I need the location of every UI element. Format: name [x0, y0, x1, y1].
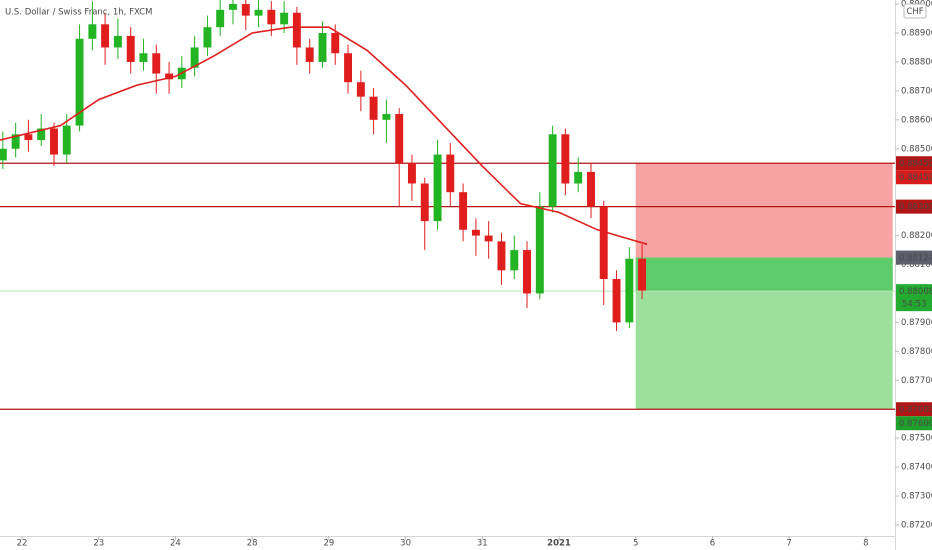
candle-body	[471, 229, 480, 236]
candle-body	[638, 258, 647, 291]
candle-body	[152, 53, 161, 74]
x-tick-label: 23	[93, 539, 104, 549]
candle-body	[305, 47, 314, 62]
candle-body	[344, 53, 353, 83]
level-label: 0.87600	[899, 405, 932, 415]
x-tick-label: 22	[17, 539, 28, 549]
candle-body	[548, 134, 557, 207]
current-label-bg	[896, 284, 932, 312]
x-tick-label: 24	[170, 539, 181, 549]
stop-zone	[635, 163, 893, 258]
candle-body	[625, 258, 634, 323]
level-label: 0.88450	[899, 159, 932, 169]
candle-body	[126, 35, 135, 62]
level-label-bg	[896, 156, 932, 171]
candle-body	[280, 12, 289, 25]
candle-body	[395, 114, 404, 164]
candle-body	[446, 154, 455, 193]
current-label: 0.88008	[899, 287, 932, 297]
level-label-bg	[896, 199, 932, 214]
countdown: 54:53	[902, 300, 927, 310]
currency: CHF	[906, 7, 923, 17]
candle-body	[420, 183, 429, 222]
candle-body	[535, 206, 544, 294]
open-profit-zone	[635, 257, 893, 292]
candle-body	[612, 278, 621, 323]
candle-body	[139, 53, 148, 62]
candle-body	[229, 4, 237, 10]
x-tick-label: 5	[633, 539, 638, 549]
candle-body	[62, 125, 71, 155]
candle-body	[203, 27, 212, 48]
stop-label-bg	[896, 170, 932, 185]
candle-body	[599, 206, 608, 279]
level-label-bg	[896, 402, 932, 417]
candle-body	[216, 9, 225, 28]
candle-body	[433, 154, 442, 222]
candle-body	[523, 250, 531, 294]
x-tick-label: 6	[710, 539, 715, 549]
candle-body	[88, 24, 97, 39]
candle-body	[587, 171, 595, 207]
candle-body	[75, 38, 84, 126]
candle-body	[37, 128, 46, 141]
target-label-bg	[896, 416, 932, 431]
candle-body	[292, 12, 301, 48]
entry-label-bg	[896, 250, 932, 265]
x-tick-label: 28	[247, 539, 258, 549]
candle-body	[459, 192, 468, 230]
x-tick-label: 30	[400, 539, 411, 549]
candle-body	[484, 235, 493, 242]
candle-body	[497, 241, 506, 271]
chart-title: U.S. Dollar / Swiss Franc, 1h, FXCM	[5, 8, 152, 18]
currency-box	[903, 3, 927, 19]
candle-body	[574, 171, 583, 184]
candle-body	[254, 9, 263, 16]
target-label: 0.87600	[899, 419, 932, 429]
candle-body	[11, 134, 20, 149]
candle-body	[356, 82, 365, 97]
candle-body	[50, 128, 58, 155]
moving-average	[0, 26, 648, 246]
x-tick-label: 7	[786, 539, 791, 549]
stop-label: 0.88450	[899, 173, 932, 183]
candle-body	[407, 163, 416, 184]
candle-body	[165, 73, 174, 80]
x-tick-label: 8	[863, 539, 868, 549]
level-label: 0.88300	[899, 203, 932, 213]
candle-body	[113, 35, 122, 48]
candle-body	[241, 4, 250, 16]
candle-body	[561, 134, 570, 184]
entry-label: 0.88124	[899, 254, 932, 264]
candle-body	[24, 134, 33, 141]
x-tick-label: 31	[477, 539, 488, 549]
candle-body	[331, 32, 340, 54]
y-tick-label: 0.88900	[901, 28, 932, 38]
x-tick-label: 29	[323, 539, 334, 549]
candle-body	[510, 250, 519, 271]
candle-body	[190, 47, 199, 68]
candle-body	[382, 114, 391, 120]
candle-body	[101, 24, 110, 48]
candle-body	[0, 148, 7, 161]
candle-body	[267, 9, 276, 25]
x-tick-label: 2021	[547, 539, 571, 549]
candle-body	[369, 96, 378, 120]
candle-body	[318, 32, 327, 62]
